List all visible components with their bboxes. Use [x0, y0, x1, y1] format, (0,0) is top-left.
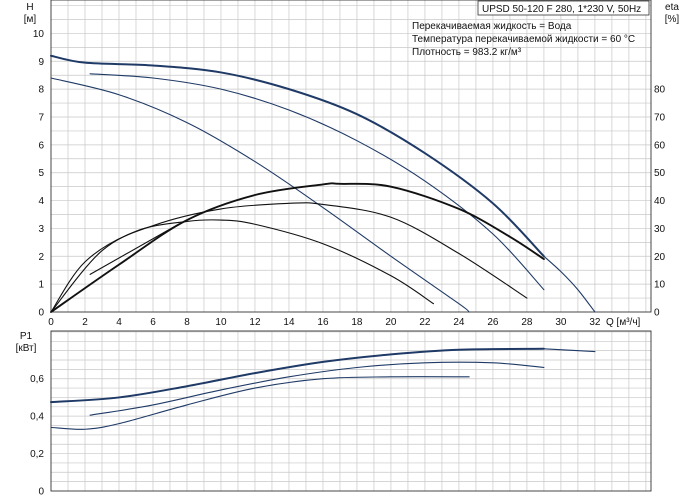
y-right-tick-label: 70	[654, 113, 666, 124]
x-tick-label: 10	[215, 317, 227, 328]
head-curve-3	[50, 77, 470, 313]
x-axis-label: Q [м³/ч]	[606, 317, 641, 328]
efficiency-curve-4	[50, 182, 545, 313]
y-tick-label: 0,2	[30, 449, 44, 460]
y-tick-label: 0,6	[30, 374, 44, 385]
x-tick-label: 8	[184, 317, 190, 328]
head-curve-0	[50, 54, 545, 258]
y-tick-label: 0	[38, 487, 44, 498]
y-left-tick-label: 7	[38, 113, 44, 124]
power-curve-3	[50, 376, 470, 430]
x-tick-label: 28	[521, 317, 533, 328]
x-tick-label: 0	[48, 317, 54, 328]
chart-title: UPSD 50-120 F 280, 1*230 V, 50Hz	[482, 4, 641, 15]
y-axis-unit: [кВт]	[16, 343, 37, 354]
y-left-tick-label: 6	[38, 140, 44, 151]
y-right-tick-label: 30	[654, 224, 666, 235]
x-tick-label: 30	[555, 317, 567, 328]
y-right-tick-label: 50	[654, 168, 666, 179]
y-right-axis-unit: [%]	[665, 14, 680, 25]
y-left-tick-label: 1	[38, 280, 44, 291]
y-left-axis-unit: [м]	[24, 14, 37, 25]
efficiency-curve-7	[89, 223, 180, 275]
y-right-tick-label: 40	[654, 196, 666, 207]
y-left-axis-label: H	[26, 2, 33, 13]
x-tick-label: 14	[283, 317, 295, 328]
y-right-tick-label: 10	[654, 280, 666, 291]
y-left-tick-label: 0	[38, 308, 44, 319]
y-left-tick-label: 5	[38, 168, 44, 179]
y-right-tick-label: 80	[654, 85, 666, 96]
x-tick-label: 6	[150, 317, 156, 328]
plot-frame	[50, 330, 652, 492]
y-tick-label: 0,4	[30, 412, 44, 423]
y-right-tick-label: 60	[654, 140, 666, 151]
y-left-tick-label: 4	[38, 196, 44, 207]
note-temperature: Температура перекачиваемой жидкости = 60…	[412, 34, 635, 45]
x-tick-label: 22	[419, 317, 431, 328]
head-curve-2	[89, 73, 545, 291]
y-left-tick-label: 9	[38, 57, 44, 68]
efficiency-curve-6	[50, 219, 434, 313]
x-tick-label: 18	[351, 317, 363, 328]
x-tick-label: 16	[317, 317, 329, 328]
power-panel: 0 0,2 0,4 0,6 P1[кВт]	[16, 330, 652, 498]
head-efficiency-panel: 0 2 4 6 8 10 12 14 16 18 20 22 24 26 28 30 32 Q [м³/ч]012…	[24, 0, 680, 328]
y-left-tick-label: 3	[38, 224, 44, 235]
power-curve-1	[543, 348, 596, 353]
power-curve-2	[89, 361, 545, 416]
y-right-tick-label: 20	[654, 252, 666, 263]
y-left-tick-label: 10	[33, 29, 45, 40]
note-liquid: Перекачиваемая жидкость = Вода	[412, 21, 572, 32]
x-tick-label: 12	[249, 317, 261, 328]
y-axis-label: P1	[20, 331, 33, 342]
y-left-tick-label: 8	[38, 85, 44, 96]
x-tick-label: 32	[589, 317, 601, 328]
x-tick-label: 2	[82, 317, 88, 328]
plot-frame	[50, 0, 652, 313]
x-tick-label: 4	[116, 317, 122, 328]
x-tick-label: 26	[487, 317, 499, 328]
note-density: Плотность = 983.2 кг/м³	[412, 47, 522, 58]
y-left-tick-label: 2	[38, 252, 44, 263]
head-curve-1	[543, 255, 596, 313]
y-right-tick-label: 0	[654, 308, 660, 319]
y-right-axis-label: eta	[665, 2, 679, 13]
power-curve-0	[50, 347, 545, 404]
x-tick-label: 20	[385, 317, 397, 328]
x-tick-label: 24	[453, 317, 465, 328]
title-box	[477, 0, 650, 16]
